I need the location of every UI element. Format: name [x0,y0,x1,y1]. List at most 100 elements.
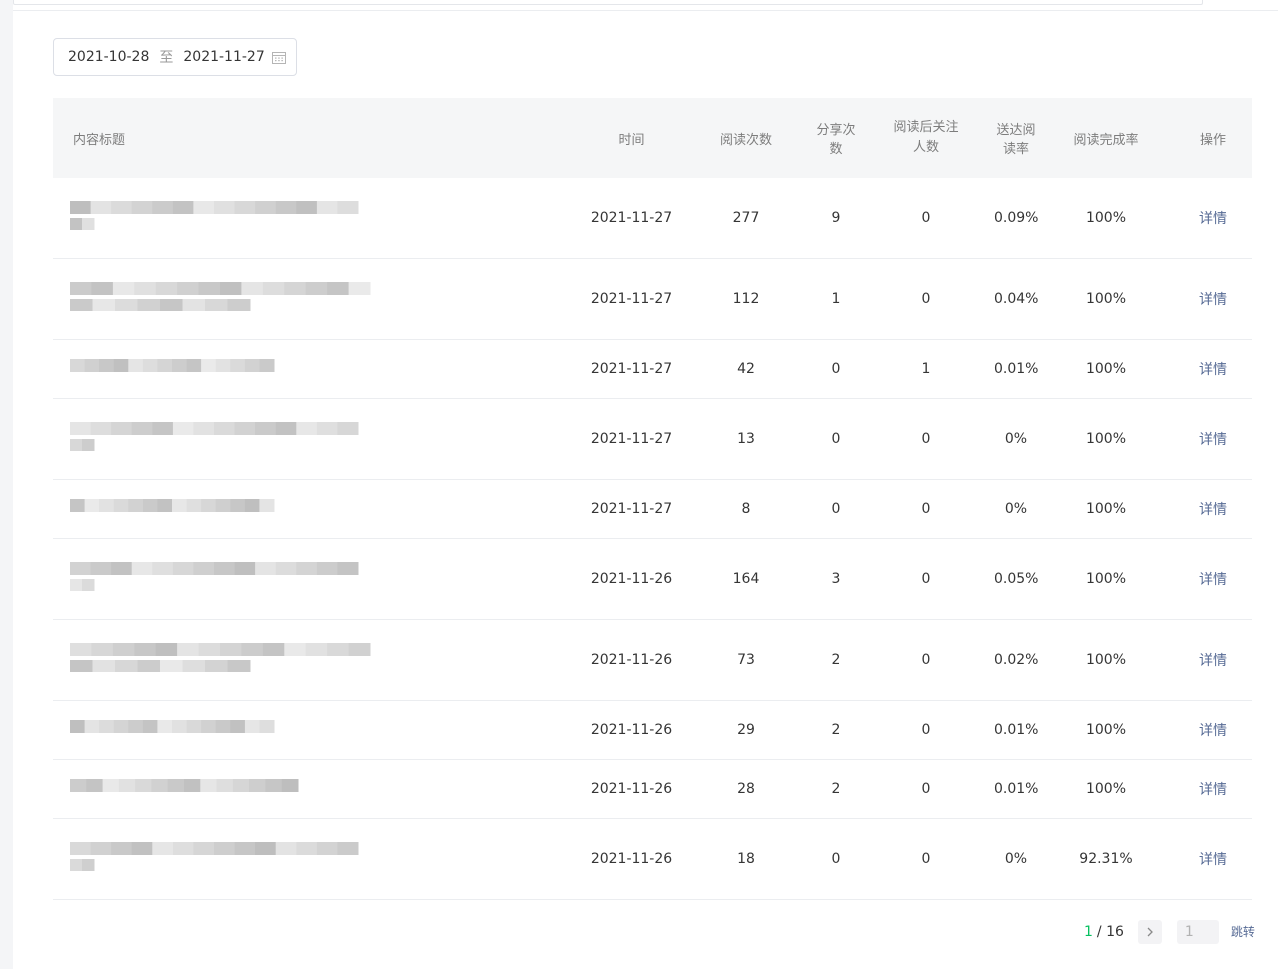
row-title-blurred[interactable] [53,777,585,801]
col-follow-line1: 阅读后关注 [893,120,959,135]
row-title-blurred[interactable] [53,840,585,878]
row-read-count: 29 [737,722,755,738]
row-detail-link[interactable]: 详情 [1199,362,1227,378]
row-detail-link[interactable]: 详情 [1199,502,1227,518]
col-follow-after-read: 阅读后关注 人数 [858,118,994,158]
table-row: 2021-11-26 28 2 0 0.01% 100% 详情 [53,760,1252,819]
row-delivery-read-rate: 0.01% [994,361,1039,377]
row-read-count: 73 [737,652,755,668]
row-share-count: 2 [831,652,841,668]
row-detail-link[interactable]: 详情 [1199,852,1227,868]
col-share-count: 分享次数 [816,123,856,157]
table-row: 2021-11-27 112 1 0 0.04% 100% 详情 [53,259,1252,340]
row-detail-link[interactable]: 详情 [1199,653,1227,669]
start-date[interactable]: 2021-10-28 [68,49,150,65]
row-read-count: 28 [737,781,755,797]
row-time: 2021-11-27 [590,431,673,447]
row-detail-link[interactable]: 详情 [1199,723,1227,739]
row-follow-count: 1 [921,361,931,377]
row-detail-link[interactable]: 详情 [1199,292,1227,308]
jump-button[interactable]: 跳转 [1230,925,1255,939]
table-row: 2021-11-27 42 0 1 0.01% 100% 详情 [53,340,1252,399]
table-row: 2021-11-26 164 3 0 0.05% 100% 详情 [53,539,1252,620]
row-follow-count: 0 [921,571,931,587]
row-read-complete-rate: 100% [1085,571,1127,587]
row-title-blurred[interactable] [53,199,585,237]
row-detail-link[interactable]: 详情 [1199,432,1227,448]
row-time: 2021-11-26 [590,851,673,867]
row-share-count: 1 [831,291,841,307]
row-delivery-read-rate: 0.05% [994,571,1039,587]
row-time: 2021-11-26 [590,652,673,668]
row-delivery-read-rate: 0% [1004,431,1028,447]
row-read-count: 18 [737,851,755,867]
row-read-complete-rate: 100% [1085,501,1127,517]
row-read-count: 8 [741,501,751,517]
row-follow-count: 0 [921,501,931,517]
table-row: 2021-11-26 18 0 0 0% 92.31% 详情 [53,819,1252,900]
col-read-count: 阅读次数 [719,132,772,148]
row-title-blurred[interactable] [53,420,585,458]
col-delivery-read-rate: 送达阅读率 [996,123,1036,157]
table-header: 内容标题 时间 阅读次数 分享次数 阅读后关注 人数 送达阅读率 阅读完成率 操… [53,98,1252,178]
current-page: 1 [1084,923,1093,940]
row-time: 2021-11-26 [590,781,673,797]
page-total-wrap: / 16 [1097,924,1124,940]
date-separator: 至 [159,50,174,66]
row-follow-count: 0 [921,652,931,668]
calendar-icon[interactable] [272,51,286,64]
row-delivery-read-rate: 0.01% [994,781,1039,797]
content-table: 内容标题 时间 阅读次数 分享次数 阅读后关注 人数 送达阅读率 阅读完成率 操… [53,98,1252,900]
table-row: 2021-11-26 73 2 0 0.02% 100% 详情 [53,620,1252,701]
date-range-picker[interactable]: 2021-10-28 至 2021-11-27 [53,38,297,76]
row-time: 2021-11-27 [590,361,673,377]
row-detail-link[interactable]: 详情 [1199,211,1227,227]
row-read-complete-rate: 100% [1085,361,1127,377]
row-read-complete-rate: 100% [1085,652,1127,668]
row-read-complete-rate: 100% [1085,431,1127,447]
top-divider [13,10,1278,11]
page-jump-input[interactable] [1176,919,1219,944]
col-title: 内容标题 [73,132,126,148]
pagination: 1 / 16 跳转 [1084,919,1255,944]
row-time: 2021-11-26 [590,571,673,587]
col-action: 操作 [1199,132,1226,148]
row-title-blurred[interactable] [53,560,585,598]
row-read-complete-rate: 100% [1085,781,1127,797]
row-delivery-read-rate: 0.01% [994,722,1039,738]
row-read-count: 13 [737,431,755,447]
table-row: 2021-11-26 29 2 0 0.01% 100% 详情 [53,701,1252,760]
total-pages: 16 [1106,923,1124,940]
row-read-count: 277 [732,210,760,226]
row-read-complete-rate: 92.31% [1079,851,1133,867]
row-title-blurred[interactable] [53,357,585,381]
next-page-button[interactable] [1137,919,1162,944]
row-detail-link[interactable]: 详情 [1199,782,1227,798]
row-share-count: 2 [831,722,841,738]
page-separator: / [1096,923,1102,940]
col-follow-line2: 人数 [912,140,939,155]
row-detail-link[interactable]: 详情 [1199,572,1227,588]
row-read-complete-rate: 100% [1085,210,1127,226]
left-rail [0,0,13,969]
row-title-blurred[interactable] [53,641,585,679]
row-follow-count: 0 [921,210,931,226]
row-read-complete-rate: 100% [1085,291,1127,307]
row-title-blurred[interactable] [53,497,585,521]
table-body: 2021-11-27 277 9 0 0.09% 100% 详情 2021-11-27 112 1… [53,178,1252,900]
row-share-count: 2 [831,781,841,797]
row-delivery-read-rate: 0% [1004,501,1028,517]
end-date[interactable]: 2021-11-27 [183,49,265,65]
row-delivery-read-rate: 0.04% [994,291,1039,307]
row-follow-count: 0 [921,431,931,447]
top-bar [13,0,1278,11]
table-row: 2021-11-27 13 0 0 0% 100% 详情 [53,399,1252,480]
row-share-count: 9 [831,210,841,226]
row-share-count: 0 [831,361,841,377]
row-title-blurred[interactable] [53,280,585,318]
row-time: 2021-11-27 [590,291,673,307]
row-follow-count: 0 [921,781,931,797]
row-delivery-read-rate: 0% [1004,851,1028,867]
row-title-blurred[interactable] [53,718,585,742]
row-share-count: 0 [831,501,841,517]
